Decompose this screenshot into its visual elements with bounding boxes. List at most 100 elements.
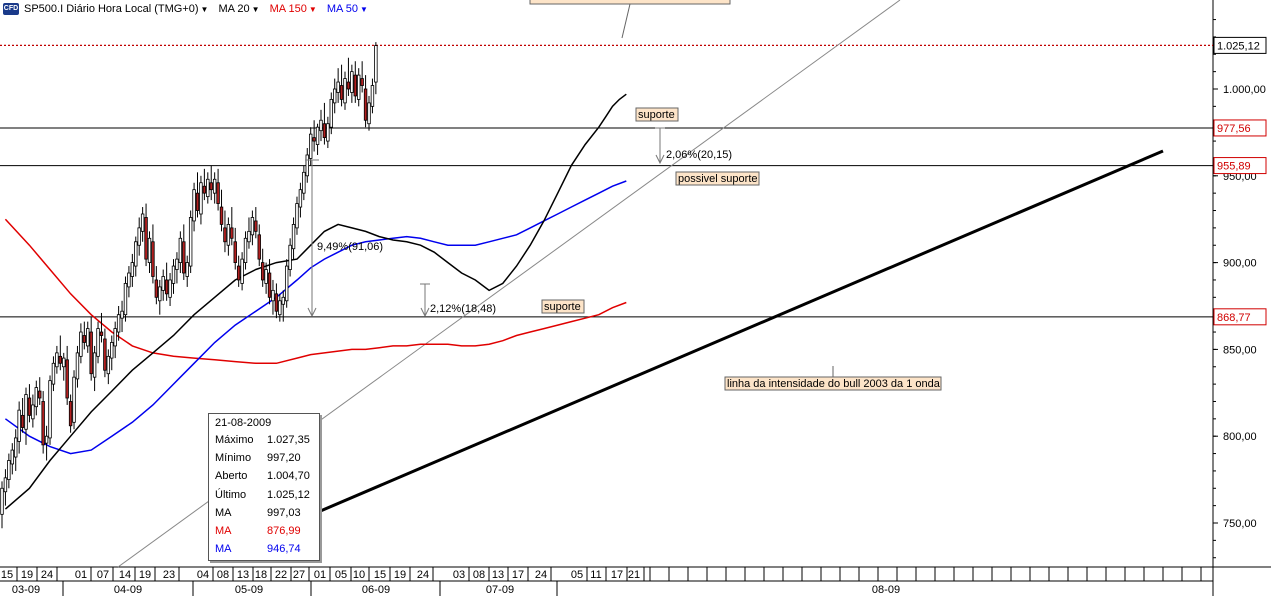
candle-up xyxy=(96,328,100,357)
x-axis-day-label: 27 xyxy=(293,569,305,581)
x-axis-day-label: 11 xyxy=(590,569,601,581)
tooltip-label: MA xyxy=(215,525,232,538)
candle-up xyxy=(264,269,268,284)
y-axis-label: 1.000,00 xyxy=(1223,84,1266,96)
candle-down xyxy=(274,293,279,312)
y-axis-label: 850,00 xyxy=(1223,344,1257,356)
candle-up xyxy=(271,289,275,302)
tooltip-label: Aberto xyxy=(215,470,248,483)
tooltip-value: 1.004,70 xyxy=(267,470,310,483)
candle-up xyxy=(110,342,114,359)
price-marker-label: 977,56 xyxy=(1217,123,1251,135)
symbol-label: SP500.I xyxy=(24,3,64,15)
measure-label: 2,06%(20,15) xyxy=(666,149,732,161)
x-axis-day-label: 01 xyxy=(75,569,87,581)
candle-up xyxy=(140,213,145,232)
candle-down xyxy=(254,220,258,232)
candle-up xyxy=(298,189,303,208)
ma150-label: MA 150 xyxy=(269,3,307,15)
candle-up xyxy=(106,355,111,375)
x-axis-day-label: 14 xyxy=(119,569,131,581)
candle-down xyxy=(20,414,25,428)
candle-up xyxy=(343,78,347,104)
candle-up xyxy=(308,133,313,159)
tooltip-value: 1.025,12 xyxy=(267,488,310,501)
price-marker-label: 955,89 xyxy=(1217,161,1251,173)
candle-down xyxy=(89,331,93,375)
candle-up xyxy=(137,227,141,246)
candle-up xyxy=(10,449,14,465)
ma50-toggle[interactable]: MA 50 ▼ xyxy=(327,3,368,15)
tooltip-label: Mínimo xyxy=(215,452,252,465)
candle-up xyxy=(24,394,28,430)
candle-up xyxy=(247,230,251,243)
candle-up xyxy=(333,88,337,104)
candle-up xyxy=(168,279,172,298)
tooltip-row-low: Mínimo 997,20 xyxy=(209,449,319,467)
annotation-possivel-suporte-box xyxy=(675,171,760,186)
price-marker-box xyxy=(1213,119,1267,137)
tooltip-label: MA xyxy=(215,543,232,556)
candle-down xyxy=(202,185,207,194)
ma20-toggle[interactable]: MA 20 ▼ xyxy=(218,3,259,15)
candle-up xyxy=(92,352,97,378)
candle-up xyxy=(17,409,21,442)
candle-up xyxy=(278,300,282,316)
x-axis-day-label: 10 xyxy=(353,569,365,581)
candle-up xyxy=(226,224,231,246)
candle-up xyxy=(178,237,183,264)
candle-down xyxy=(58,355,63,364)
x-axis-day-label: 08 xyxy=(473,569,485,581)
candle-down xyxy=(230,227,234,239)
x-axis-day-label: 18 xyxy=(255,569,267,581)
x-axis-day-label: 08 xyxy=(217,569,229,581)
candle-up xyxy=(79,331,83,357)
candle-up xyxy=(199,182,203,215)
x-axis-month-label: 03-09 xyxy=(12,584,40,596)
price-marker-label: 1.025,12 xyxy=(1217,40,1260,52)
tooltip-date: 21-08-2009 xyxy=(215,417,272,429)
tooltip-row-last: Último 1.025,12 xyxy=(209,486,319,504)
candle-up xyxy=(374,45,378,83)
candle-up xyxy=(350,71,354,93)
x-axis-day-label: 15 xyxy=(1,569,13,581)
candle-down xyxy=(257,234,261,260)
candle-up xyxy=(243,237,248,264)
candle-up xyxy=(14,437,18,458)
measure-label: 2,12%(18,48) xyxy=(430,303,496,315)
candle-down xyxy=(363,88,368,121)
x-axis-day-label: 24 xyxy=(41,569,53,581)
candle-up xyxy=(161,276,165,291)
candle-up xyxy=(329,99,333,128)
symbol-selector[interactable]: SP500.I Diário Hora Local (TMG+0) ▼ xyxy=(24,3,208,15)
candle-up xyxy=(7,460,11,480)
candle-up xyxy=(171,265,176,284)
candle-up xyxy=(123,283,128,316)
measure-label: 9,49%(91,06) xyxy=(317,241,383,253)
chevron-down-icon: ▼ xyxy=(251,5,260,14)
price-marker-label: 868,77 xyxy=(1217,312,1251,324)
ma150-toggle[interactable]: MA 150 ▼ xyxy=(270,3,317,15)
candle-down xyxy=(27,397,32,416)
candle-up xyxy=(185,262,189,277)
x-axis-day-label: 17 xyxy=(611,569,623,581)
ma20-line xyxy=(4,93,627,510)
candle-down xyxy=(195,192,200,211)
candle-down xyxy=(65,359,69,399)
candle-down xyxy=(38,390,42,399)
tooltip-label: Máximo xyxy=(215,434,254,447)
ma50-label: MA 50 xyxy=(326,3,358,15)
candle-down xyxy=(339,85,344,100)
candle-up xyxy=(212,178,217,194)
y-axis-label: 900,00 xyxy=(1223,258,1257,270)
candle-up xyxy=(72,376,76,423)
candle-up xyxy=(326,123,330,142)
x-axis-day-label: 13 xyxy=(237,569,249,581)
tooltip-label: Último xyxy=(215,488,247,501)
candle-up xyxy=(44,435,49,444)
candle-down xyxy=(209,182,213,191)
candle-up xyxy=(250,217,255,236)
candle-down xyxy=(260,262,265,281)
bull-trend-line xyxy=(289,149,1164,526)
